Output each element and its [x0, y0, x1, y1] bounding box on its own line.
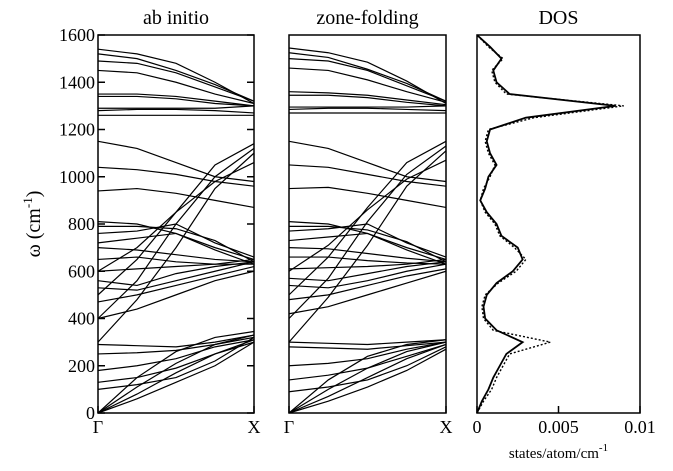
x-axis-label: states/atom/cm-1	[509, 442, 608, 462]
dispersion-branch	[98, 225, 255, 263]
dispersion-branch	[288, 58, 447, 102]
panel-title: ab initio	[143, 7, 209, 29]
dispersion-branch	[288, 107, 447, 112]
dispersion-branch	[97, 221, 255, 265]
y-tick-label: 1600	[59, 25, 95, 45]
dispersion-branch	[97, 69, 255, 105]
x-axis-label-part: states/atom/cm	[509, 446, 599, 462]
dispersion-branch	[289, 225, 447, 263]
dispersion-branch	[97, 339, 255, 372]
y-axis-label-part: ω (cm	[23, 208, 45, 258]
dispersion-branch	[97, 256, 254, 265]
y-tick-label: 200	[68, 356, 95, 376]
dispersion-branch	[288, 221, 447, 265]
y-axis-label: ω (cm-1)	[20, 191, 45, 258]
dispersion-branch	[288, 263, 447, 289]
y-tick-label: 800	[68, 214, 95, 234]
dispersion-branch	[288, 270, 447, 315]
panel-title: zone-folding	[316, 7, 418, 29]
dispersion-branch	[97, 247, 255, 263]
dispersion-branch	[288, 343, 447, 381]
x-tick-label: X	[248, 417, 261, 437]
panel-title: DOS	[538, 7, 578, 29]
dos-curve	[476, 34, 624, 414]
frame	[288, 34, 447, 414]
dispersion-branch	[288, 258, 447, 270]
x-tick-label: 0	[473, 417, 482, 437]
dispersion-branch	[97, 140, 255, 183]
dispersion-branch	[97, 341, 255, 414]
dispersion-branch	[97, 166, 255, 187]
dispersion-branch	[288, 341, 447, 367]
dispersion-branch	[288, 186, 447, 209]
dispersion-branch	[288, 339, 447, 346]
dispersion-branch	[288, 261, 447, 282]
dispersion-branch	[97, 261, 255, 291]
y-tick-label: 0	[86, 403, 95, 423]
dispersion-branch	[288, 223, 447, 258]
dispersion-branch	[97, 341, 255, 383]
dispersion-branch	[288, 67, 447, 103]
dispersion-branch	[288, 247, 447, 263]
dispersion-branch	[97, 334, 255, 414]
dispersion-branch	[289, 256, 447, 265]
dispersion-branch	[97, 162, 255, 272]
dispersion-branch	[288, 47, 447, 105]
dispersion-branch	[97, 258, 255, 272]
dispersion-branch	[97, 330, 255, 414]
dispersion-branch	[97, 334, 255, 348]
dispersion-branch	[289, 105, 447, 108]
x-tick-label: Γ	[93, 417, 103, 437]
x-tick-label: Γ	[284, 417, 294, 437]
dispersion-branch	[97, 152, 255, 343]
dispersion-branch	[97, 108, 255, 114]
dispersion-branch	[288, 164, 447, 187]
dispersion-branch	[288, 91, 447, 106]
dispersion-branch	[97, 53, 255, 102]
dispersion-branch	[288, 346, 447, 393]
dispersion-branch	[289, 94, 447, 107]
dispersion-branch	[97, 48, 255, 105]
dispersion-branch	[98, 95, 255, 107]
dispersion-branch	[288, 150, 447, 343]
dos-curve	[476, 34, 616, 414]
y-axis-label-part: -1	[20, 197, 35, 208]
x-axis-label-part: -1	[599, 442, 608, 454]
y-tick-label: 1400	[59, 72, 95, 92]
dispersion-branch	[97, 147, 255, 319]
dispersion-branch	[288, 339, 447, 414]
dispersion-branch	[98, 93, 255, 107]
dispersion-branch	[288, 348, 447, 414]
x-tick-label: X	[440, 417, 453, 437]
dispersion-branch	[97, 270, 255, 320]
dispersion-branch	[288, 268, 447, 301]
dispersion-branch	[288, 343, 447, 414]
y-tick-label: 1000	[59, 167, 95, 187]
y-axis-label-part: )	[23, 191, 45, 198]
dispersion-branch	[97, 336, 255, 355]
x-tick-label: 0.005	[538, 417, 579, 437]
dispersion-branch	[288, 140, 447, 183]
dispersion-branch	[288, 159, 447, 272]
y-tick-label: 400	[68, 309, 95, 329]
frame	[476, 34, 641, 414]
dispersion-branch	[97, 265, 255, 303]
dispersion-branch	[97, 60, 255, 102]
dispersion-branch	[288, 52, 447, 102]
dispersion-branch	[97, 336, 255, 390]
dispersion-branch	[97, 261, 255, 287]
x-tick-label: 0.01	[624, 417, 656, 437]
dispersion-branch	[288, 145, 447, 319]
y-tick-label: 1200	[59, 120, 95, 140]
dispersion-branch	[288, 341, 447, 350]
dispersion-branch	[97, 187, 255, 209]
dispersion-branch	[288, 140, 447, 296]
dispersion-branch	[98, 105, 255, 109]
y-tick-label: 600	[68, 261, 95, 281]
dispersion-branch	[97, 339, 255, 414]
